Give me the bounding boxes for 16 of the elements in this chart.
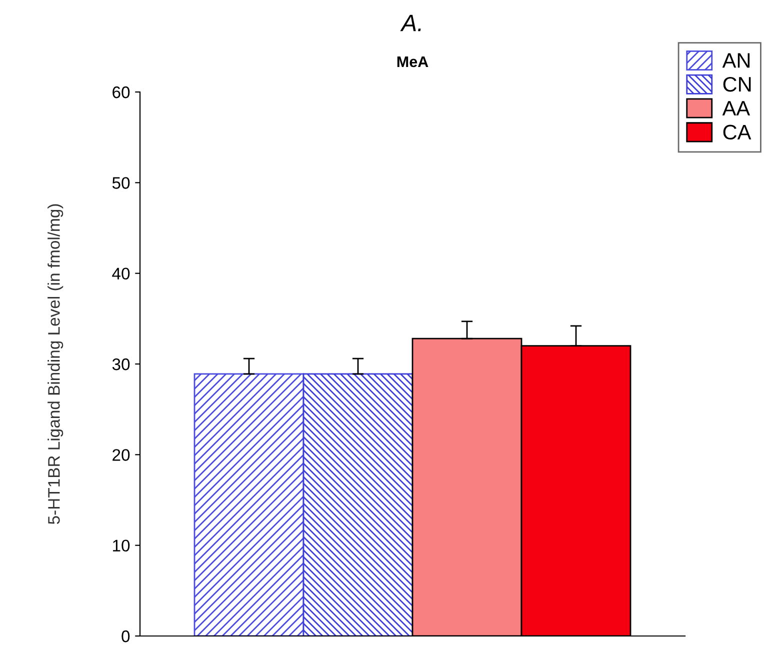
legend-label: AN [722,53,750,68]
y-tick-label: 50 [112,177,130,189]
chart-subtitle: MeA [397,56,428,68]
legend-label: AA [722,101,750,116]
y-tick-label: 0 [122,630,130,642]
y-tick-label: 30 [112,358,130,370]
y-tick-label: 60 [112,86,130,98]
legend-label: CN [723,76,751,92]
y-tick-label: 40 [112,268,130,280]
y-tick-label: 10 [113,540,130,552]
legend-label: CA [723,124,752,140]
bar [194,373,304,636]
y-tick-label: 20 [112,449,130,461]
chart-title: A. [400,14,421,32]
y-axis-title: 5-HT1BR Ligand Binding Level (in fmol/mg) [48,204,64,524]
bar [302,373,414,636]
